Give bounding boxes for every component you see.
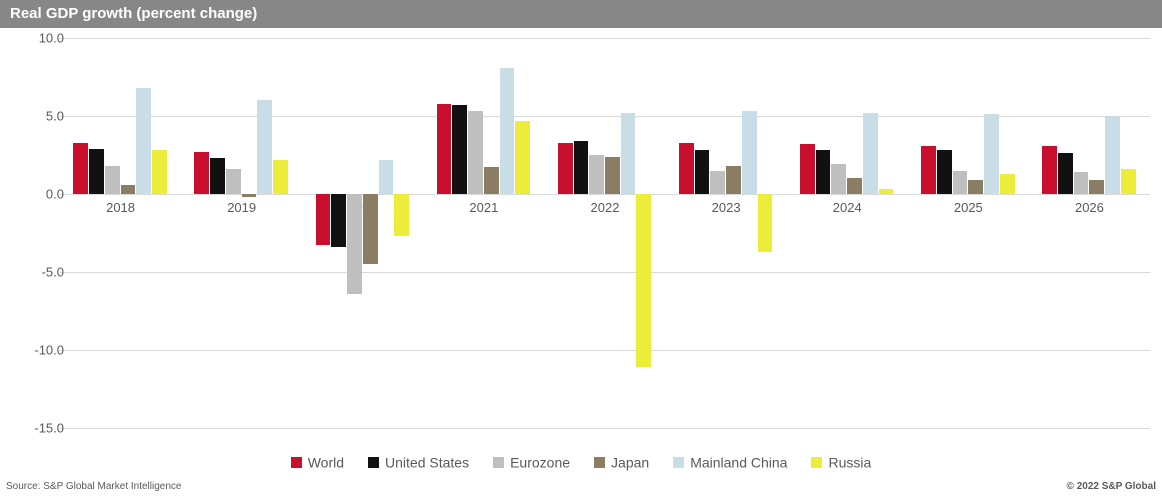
bar	[394, 194, 409, 236]
bar	[316, 194, 331, 245]
chart-title: Real GDP growth (percent change)	[0, 0, 1162, 28]
x-axis-label: 2021	[469, 200, 498, 215]
bar	[152, 150, 167, 194]
x-axis-label: 2019	[227, 200, 256, 215]
bar	[605, 157, 620, 194]
bar	[347, 194, 362, 294]
bar	[437, 104, 452, 194]
x-axis-label: 2025	[954, 200, 983, 215]
bar	[574, 141, 589, 194]
bar	[800, 144, 815, 194]
gridline	[60, 272, 1150, 273]
bar	[363, 194, 378, 264]
gridline	[60, 194, 1150, 195]
gridline	[60, 428, 1150, 429]
bar	[558, 143, 573, 194]
bar	[589, 155, 604, 194]
bar	[105, 166, 120, 194]
bar	[257, 100, 272, 194]
bar	[1042, 146, 1057, 194]
x-axis-label: 2024	[833, 200, 862, 215]
bar	[1058, 153, 1073, 194]
bar	[194, 152, 209, 194]
bar	[73, 143, 88, 194]
bar	[879, 189, 894, 194]
gridline	[60, 38, 1150, 39]
bar	[847, 178, 862, 194]
bar	[726, 166, 741, 194]
bar	[515, 121, 530, 194]
x-axis-label: 2022	[591, 200, 620, 215]
y-axis-tick: 0.0	[14, 187, 64, 202]
bar	[968, 180, 983, 194]
x-axis-label: 2023	[712, 200, 741, 215]
bar	[1121, 169, 1136, 194]
x-axis-label: 2026	[1075, 200, 1104, 215]
bar	[984, 114, 999, 194]
bar	[273, 160, 288, 194]
y-axis-tick: -10.0	[14, 343, 64, 358]
y-axis-tick: 10.0	[14, 31, 64, 46]
bar	[831, 164, 846, 194]
y-axis-tick: 5.0	[14, 109, 64, 124]
bar	[742, 111, 757, 194]
bar	[500, 68, 515, 194]
bar	[121, 185, 136, 194]
bar	[710, 171, 725, 194]
gridline	[60, 350, 1150, 351]
bar	[758, 194, 773, 252]
bar	[89, 149, 104, 194]
bar	[695, 150, 710, 194]
bar	[242, 194, 257, 197]
y-axis-tick: -15.0	[14, 421, 64, 436]
bar	[953, 171, 968, 194]
bar	[1089, 180, 1104, 194]
copyright-text: © 2022 S&P Global	[1067, 481, 1156, 492]
bar	[379, 160, 394, 194]
bar	[1074, 172, 1089, 194]
x-axis-label: 2018	[106, 200, 135, 215]
bar	[331, 194, 346, 247]
chart-container: Real GDP growth (percent change) 2018 201…	[0, 0, 1162, 500]
bar	[484, 167, 499, 194]
bar	[679, 143, 694, 194]
bar	[136, 88, 151, 194]
y-axis-tick: -5.0	[14, 265, 64, 280]
bar	[937, 150, 952, 194]
bar	[921, 146, 936, 194]
bar	[1000, 174, 1015, 194]
footer: Source: S&P Global Market Intelligence ©…	[0, 460, 1162, 500]
plot-area: 201820192020202120222023202420252026	[60, 38, 1150, 428]
bar	[636, 194, 651, 367]
bar	[210, 158, 225, 194]
bar	[816, 150, 831, 194]
bar	[452, 105, 467, 194]
bar	[226, 169, 241, 194]
source-text: Source: S&P Global Market Intelligence	[6, 481, 181, 492]
bar	[621, 113, 636, 194]
chart-area: 201820192020202120222023202420252026 -15…	[0, 28, 1162, 438]
bar	[1105, 116, 1120, 194]
bar	[863, 113, 878, 194]
bar	[468, 111, 483, 194]
